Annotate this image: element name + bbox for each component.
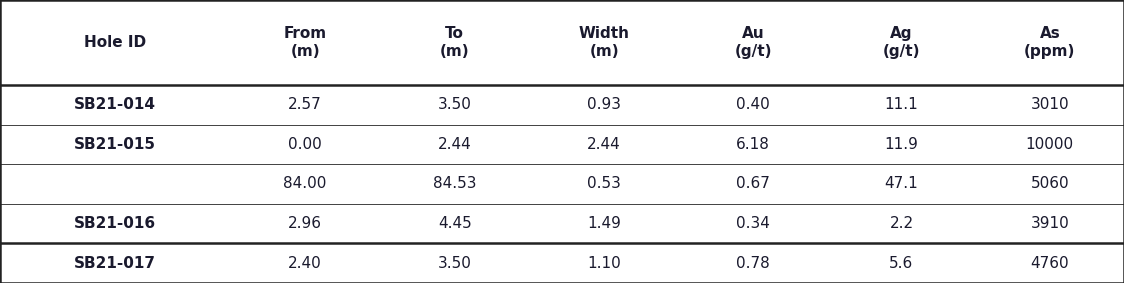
Text: 1.49: 1.49 <box>587 216 622 231</box>
Text: 3010: 3010 <box>1031 97 1069 112</box>
Text: 0.40: 0.40 <box>736 97 770 112</box>
Text: 3910: 3910 <box>1031 216 1069 231</box>
Text: 0.53: 0.53 <box>587 176 622 192</box>
Text: SB21-016: SB21-016 <box>74 216 156 231</box>
Text: 5060: 5060 <box>1031 176 1069 192</box>
Text: 3.50: 3.50 <box>437 256 472 271</box>
Text: Ag
(g/t): Ag (g/t) <box>882 26 921 59</box>
Text: 47.1: 47.1 <box>885 176 918 192</box>
Text: 84.53: 84.53 <box>433 176 477 192</box>
Text: Au
(g/t): Au (g/t) <box>734 26 772 59</box>
Text: As
(ppm): As (ppm) <box>1024 26 1076 59</box>
Text: 10000: 10000 <box>1026 137 1073 152</box>
Text: 0.78: 0.78 <box>736 256 770 271</box>
Text: SB21-014: SB21-014 <box>74 97 156 112</box>
Text: 2.44: 2.44 <box>587 137 622 152</box>
Text: 2.57: 2.57 <box>288 97 323 112</box>
Text: 1.10: 1.10 <box>587 256 622 271</box>
Text: Hole ID: Hole ID <box>84 35 146 50</box>
Text: 0.93: 0.93 <box>587 97 622 112</box>
Text: 4760: 4760 <box>1031 256 1069 271</box>
Text: 0.00: 0.00 <box>288 137 323 152</box>
Text: 6.18: 6.18 <box>736 137 770 152</box>
Text: To
(m): To (m) <box>439 26 470 59</box>
Text: 11.9: 11.9 <box>885 137 918 152</box>
Text: 2.40: 2.40 <box>288 256 323 271</box>
Text: 0.67: 0.67 <box>736 176 770 192</box>
Text: 0.34: 0.34 <box>736 216 770 231</box>
Text: 5.6: 5.6 <box>889 256 914 271</box>
Text: 2.2: 2.2 <box>889 216 914 231</box>
Text: 2.44: 2.44 <box>437 137 472 152</box>
Text: 84.00: 84.00 <box>283 176 327 192</box>
Text: From
(m): From (m) <box>283 26 327 59</box>
Text: 3.50: 3.50 <box>437 97 472 112</box>
Text: SB21-017: SB21-017 <box>74 256 156 271</box>
Text: 4.45: 4.45 <box>437 216 472 231</box>
Text: Width
(m): Width (m) <box>579 26 629 59</box>
Text: 11.1: 11.1 <box>885 97 918 112</box>
Text: 2.96: 2.96 <box>288 216 323 231</box>
Text: SB21-015: SB21-015 <box>74 137 156 152</box>
